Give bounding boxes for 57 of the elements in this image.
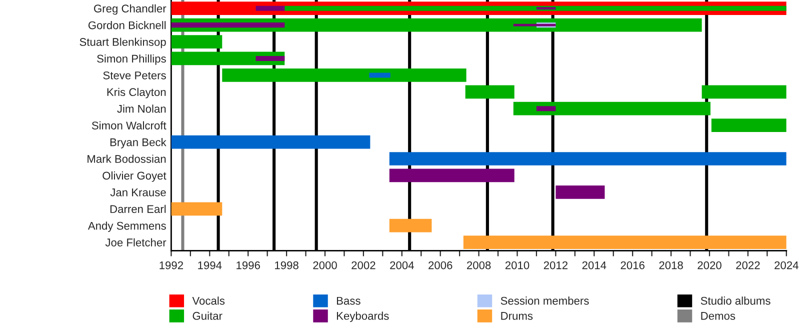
x-tick-label: 2012	[544, 261, 568, 270]
bar	[171, 22, 285, 28]
y-tick-label: Andy Semmens	[88, 222, 166, 232]
x-tick-label: 2006	[428, 261, 452, 270]
x-tick-label: 1992	[160, 261, 183, 270]
x-tick-label: 2018	[659, 261, 683, 270]
y-tick-label: Steve Peters	[103, 71, 166, 80]
y-tick-label: Stuart Blenkinsop	[80, 38, 166, 48]
legend-label: Session members	[500, 296, 589, 305]
y-tick-label: Gordon Bicknell	[88, 21, 166, 30]
bar	[711, 118, 786, 132]
bar	[171, 135, 370, 149]
x-tick-label: 1994	[198, 261, 222, 270]
x-tick-label: 2002	[352, 261, 376, 270]
y-tick-label: Olivier Goyet	[102, 171, 166, 182]
y-tick-label: Bryan Beck	[110, 138, 166, 148]
bar	[536, 106, 556, 112]
bar	[171, 35, 222, 48]
x-tick-label: 2004	[390, 261, 414, 270]
x-tick-label: 2016	[620, 261, 644, 270]
legend-label: Drums	[501, 312, 533, 320]
bar	[171, 18, 702, 32]
bar	[702, 85, 786, 99]
bar	[256, 56, 285, 61]
y-tick-label: Kris Clayton	[107, 88, 166, 98]
y-tick-label: Darren Earl	[110, 204, 166, 214]
y-tick-label: Jim Nolan	[117, 104, 166, 113]
x-tick-label: 2008	[467, 261, 491, 270]
bar	[463, 236, 786, 249]
bar	[389, 218, 432, 232]
y-tick-label: Simon Phillips	[97, 54, 166, 65]
legend-label: Vocals	[192, 296, 225, 305]
bar	[171, 202, 222, 216]
x-tick-label: 1998	[275, 261, 298, 270]
legend-label: Guitar	[192, 312, 222, 320]
bar	[256, 6, 285, 11]
x-tick-label: 2000	[313, 261, 337, 270]
bar	[222, 68, 466, 82]
legend-label: Studio albums	[700, 296, 770, 305]
x-tick-label: 2022	[736, 261, 760, 270]
bar	[536, 7, 556, 10]
bar	[465, 85, 514, 99]
x-tick-label: 2014	[582, 261, 606, 270]
legend-label: Bass	[336, 296, 360, 305]
y-tick-label: Simon Walcroft	[92, 121, 166, 130]
y-tick-label: Greg Chandler	[94, 4, 166, 15]
y-tick-label: Joe Fletcher	[105, 238, 166, 246]
x-tick-label: 2024	[774, 261, 798, 270]
bar	[513, 102, 710, 116]
x-tick-label: 2010	[505, 261, 530, 270]
legend-label: Keyboards	[336, 312, 389, 322]
y-tick-label: Jan Krause	[110, 188, 166, 196]
x-tick-label: 2020	[698, 261, 722, 270]
legend-label: Demos	[701, 312, 736, 320]
x-tick-label: 1996	[236, 261, 260, 270]
bar	[389, 152, 786, 166]
y-tick-label: Mark Bodossian	[88, 154, 166, 163]
